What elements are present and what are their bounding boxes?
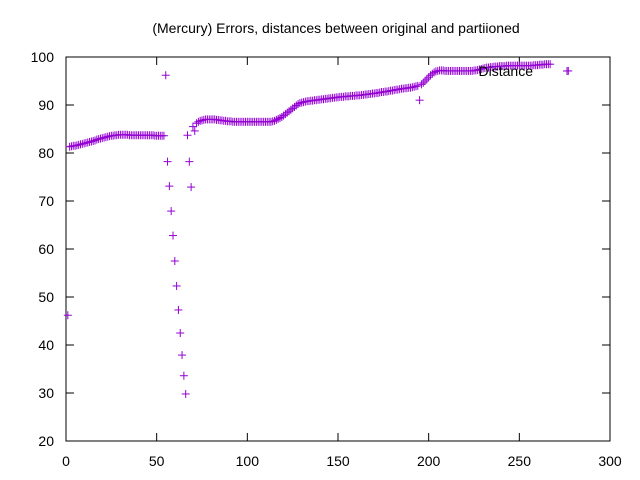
data-point: [190, 126, 199, 135]
data-point: [413, 81, 422, 90]
y-tick-label: 30: [38, 385, 54, 401]
data-point: [159, 131, 168, 140]
data-point: [167, 207, 176, 216]
data-point: [161, 71, 170, 80]
data-point: [415, 96, 424, 105]
data-point: [419, 78, 428, 87]
data-point: [430, 68, 439, 77]
y-tick-label: 60: [38, 241, 54, 257]
y-tick-label: 40: [38, 337, 54, 353]
y-tick-label: 70: [38, 193, 54, 209]
data-point: [188, 122, 197, 131]
x-tick-label: 250: [508, 453, 532, 469]
data-point: [176, 329, 185, 337]
data-point: [165, 182, 174, 191]
chart-title: (Mercury) Errors, distances between orig…: [152, 20, 519, 36]
data-point: [274, 114, 283, 123]
x-tick-label: 150: [326, 453, 350, 469]
data-points: [63, 60, 573, 398]
data-point: [546, 60, 555, 69]
data-point: [270, 116, 279, 125]
data-point: [194, 117, 203, 126]
data-point: [187, 183, 196, 192]
data-point: [424, 73, 433, 82]
data-point: [163, 157, 172, 166]
data-point: [183, 131, 192, 140]
y-tick-label: 100: [31, 49, 55, 65]
y-tick-label: 20: [38, 433, 54, 449]
data-point: [294, 100, 303, 109]
data-point: [174, 305, 183, 314]
data-point: [422, 75, 431, 84]
y-tick-label: 50: [38, 289, 54, 305]
x-tick-label: 0: [62, 453, 70, 469]
y-tick-label: 90: [38, 97, 54, 113]
axis-tick-labels: 0 50 100 150 200 250 300 20 30 40 50 60 70 80 90 100: [31, 49, 622, 469]
data-point: [168, 231, 177, 240]
data-point: [170, 257, 179, 265]
data-point: [91, 136, 100, 145]
data-point: [181, 389, 190, 398]
data-point: [179, 371, 188, 380]
legend: Distance: [479, 63, 571, 79]
legend-key-marker: [563, 67, 571, 75]
data-point: [421, 77, 430, 85]
x-tick-label: 50: [149, 453, 165, 469]
x-tick-label: 200: [417, 453, 441, 469]
data-point: [272, 115, 281, 124]
axis-ticks: [65, 56, 611, 442]
data-point: [185, 157, 194, 166]
data-point: [417, 80, 426, 89]
y-tick-label: 80: [38, 145, 54, 161]
plot-frame: [65, 56, 611, 442]
data-point: [172, 281, 181, 290]
data-point: [178, 351, 187, 360]
x-tick-label: 300: [598, 453, 622, 469]
data-point: [63, 311, 72, 320]
x-tick-label: 100: [236, 453, 260, 469]
legend-label: Distance: [479, 63, 534, 79]
